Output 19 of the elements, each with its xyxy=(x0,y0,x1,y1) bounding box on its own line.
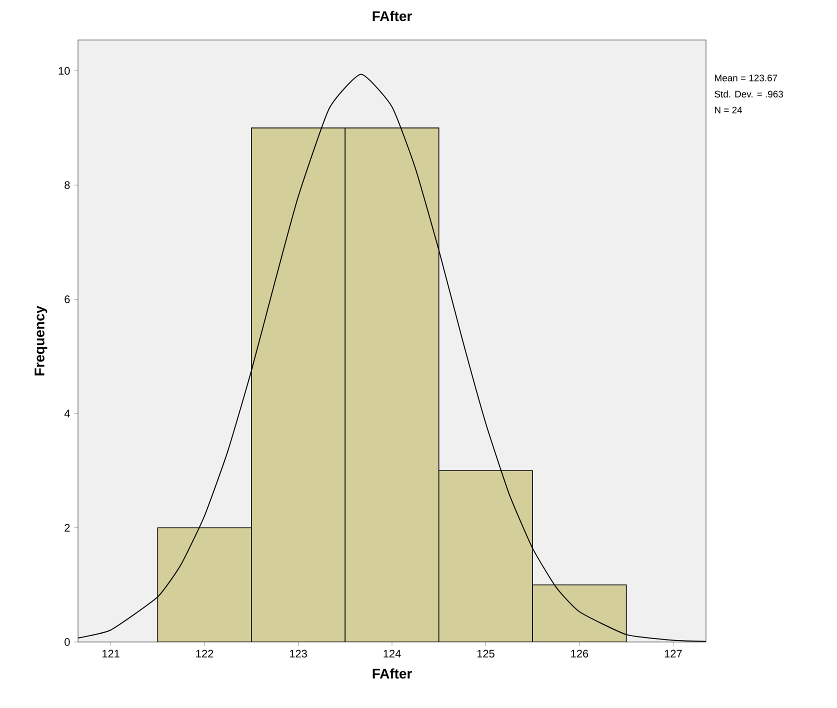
x-tick-label: 124 xyxy=(384,650,401,658)
text: N = 24 xyxy=(714,106,742,114)
x-axis-title: FAfter xyxy=(372,668,412,679)
y-axis-title: Frequency xyxy=(34,306,48,376)
text: Std. Dev. = .963 xyxy=(714,90,783,98)
y-tick-label: 4 xyxy=(64,410,70,418)
y-tick-label: 8 xyxy=(64,181,70,189)
x-tick-label: 125 xyxy=(477,650,494,658)
y-tick-label: 2 xyxy=(64,524,70,532)
text: Mean = 123.67 xyxy=(714,74,778,82)
y-tick-label: 10 xyxy=(58,66,70,75)
x-tick-label: 123 xyxy=(290,650,307,658)
x-tick-label: 121 xyxy=(102,650,120,658)
x-tick-label: 127 xyxy=(664,650,682,658)
x-tick-label: 126 xyxy=(571,650,588,658)
y-tick-label: 0 xyxy=(64,638,70,646)
y-tick-label: 6 xyxy=(64,295,70,304)
x-tick-label: 122 xyxy=(196,650,214,658)
chart-title: FAfter xyxy=(372,10,412,22)
